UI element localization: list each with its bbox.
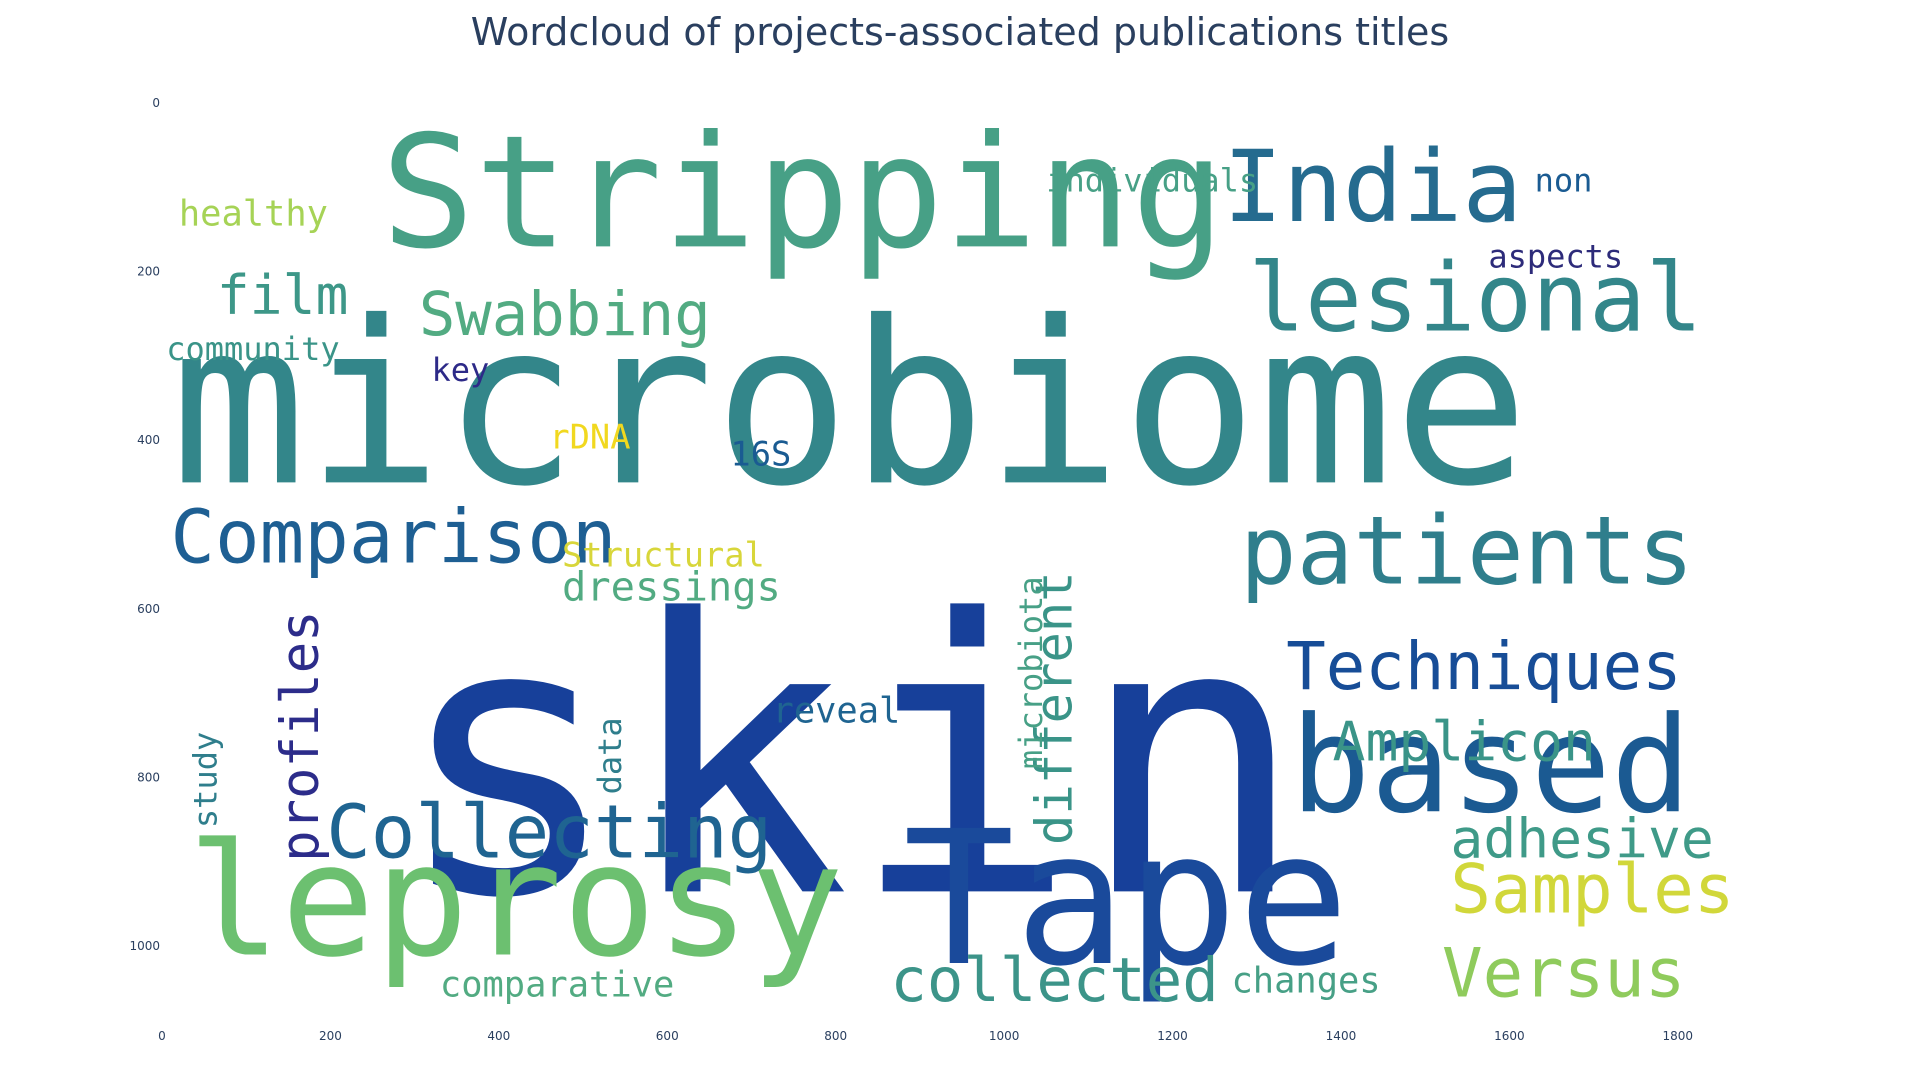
word-film: film [217, 263, 349, 327]
word-skin: skin [394, 540, 1306, 981]
word-leprosy: leprosy [187, 810, 844, 992]
word-reveal: reveal [773, 691, 901, 732]
x-tick-label: 200 [319, 1029, 342, 1043]
word-india: India [1223, 130, 1522, 245]
x-tick-label: 400 [487, 1029, 510, 1043]
word-microbiome: microbiome [170, 274, 1529, 536]
word-adhesive: adhesive [1450, 807, 1713, 871]
word-swabbing: Swabbing [419, 280, 711, 350]
word-key: key [431, 351, 489, 389]
word-based: based [1290, 688, 1691, 843]
y-tick-label: 600 [137, 602, 160, 616]
word-16s: 16S [730, 435, 791, 474]
word-techniques: Techniques [1286, 629, 1681, 705]
axis-ticks: 0 200 400 600 800 1000 1200 1400 1600 1800 0 200 400… [129, 96, 1693, 1043]
word-different: different [1024, 571, 1083, 845]
word-samples: Samples [1450, 849, 1734, 928]
chart-title: Wordcloud of projects-associated publica… [470, 10, 1450, 54]
x-tick-label: 0 [158, 1029, 166, 1043]
word-amplicon: Amplicon [1333, 710, 1596, 774]
word-changes: changes [1231, 960, 1380, 1001]
word-microbiota: microbiota [1012, 576, 1050, 769]
word-comparison: Comparison [170, 495, 616, 581]
word-aspects: aspects [1488, 237, 1623, 275]
word-stripping: Stripping [381, 101, 1225, 283]
word-versus: Versus [1442, 934, 1685, 1013]
x-tick-label: 1200 [1157, 1029, 1188, 1043]
x-tick-label: 1800 [1663, 1029, 1694, 1043]
x-tick-label: 600 [656, 1029, 679, 1043]
word-tape: Tape [903, 791, 1349, 1007]
word-collected: collected [890, 946, 1218, 1016]
word-data: data [591, 717, 629, 794]
x-tick-label: 800 [824, 1029, 847, 1043]
word-individuals: individuals [1046, 162, 1258, 200]
word-comparative: comparative [440, 965, 674, 1006]
word-dressings: dressings [562, 562, 781, 610]
x-tick-label: 1000 [989, 1029, 1020, 1043]
word-study: study [187, 732, 225, 828]
y-tick-label: 800 [137, 770, 160, 784]
y-tick-label: 1000 [129, 939, 160, 953]
word-patients: patients [1240, 497, 1694, 607]
word-community: community [166, 330, 339, 368]
word-rdna: rDNA [549, 418, 630, 457]
y-tick-label: 200 [137, 265, 160, 279]
y-tick-label: 0 [152, 96, 160, 110]
word-non: non [1535, 162, 1593, 200]
word-structural: Structural [562, 536, 765, 575]
y-tick-label: 400 [137, 433, 160, 447]
word-profiles: profiles [271, 610, 331, 861]
word-lesional: lesional [1248, 244, 1702, 354]
x-tick-label: 1600 [1494, 1029, 1525, 1043]
x-tick-label: 1400 [1326, 1029, 1357, 1043]
word-collecting: Collecting [326, 790, 772, 876]
word-healthy: healthy [179, 193, 328, 234]
